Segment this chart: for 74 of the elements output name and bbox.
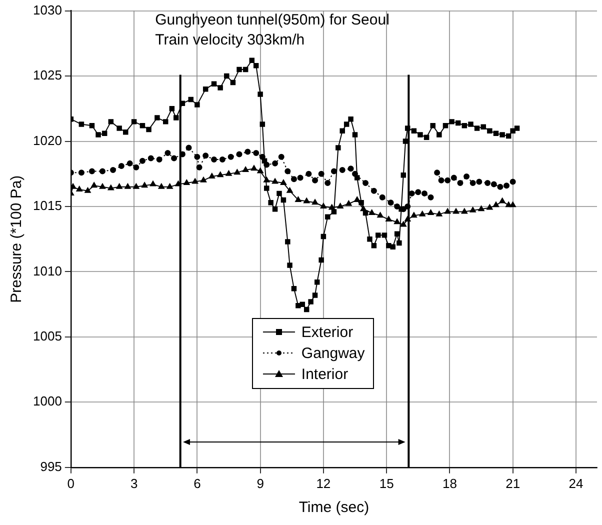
point [304, 198, 310, 204]
y-tick-label: 1010 [33, 263, 62, 278]
point [250, 165, 258, 171]
point [470, 206, 476, 212]
x-tick-label: 0 [67, 476, 75, 491]
point [452, 208, 460, 214]
legend-label: Interior [301, 366, 348, 383]
point [394, 218, 400, 224]
point [295, 196, 302, 202]
point [175, 180, 182, 186]
point [386, 216, 392, 222]
y-tick-label: 1020 [33, 132, 62, 148]
point [141, 182, 148, 188]
x-tick-label: 15 [379, 476, 394, 491]
x-tick-label: 21 [506, 476, 520, 491]
point [286, 187, 293, 193]
point [184, 180, 190, 186]
chart-title: Gunghyeon tunnel(950m) for Seoul [155, 11, 390, 28]
point [312, 199, 318, 205]
y-axis-title: Pressure (*100 Pa) [8, 175, 26, 303]
y-tick-label: 1030 [33, 2, 62, 18]
point [200, 176, 207, 182]
point [108, 184, 114, 190]
x-tick-label: 12 [316, 476, 331, 491]
y-tick-label: 1000 [33, 394, 62, 409]
point [242, 166, 249, 172]
point [436, 210, 442, 216]
y-tick-label: 1005 [33, 328, 62, 344]
point [192, 178, 198, 184]
point [368, 210, 375, 216]
point [428, 210, 434, 216]
x-tick-label: 6 [194, 476, 201, 491]
point [124, 183, 131, 189]
text: Train velocity 303km/h [155, 31, 305, 48]
point [133, 183, 140, 189]
point [444, 208, 451, 214]
point [410, 212, 418, 218]
point [150, 180, 156, 186]
point [272, 178, 278, 184]
point [419, 210, 426, 216]
point [257, 168, 264, 174]
point [234, 169, 240, 175]
legend-label: Gangway [301, 344, 365, 362]
point [84, 187, 91, 193]
x-tick-label: 9 [256, 476, 264, 491]
point [217, 172, 224, 178]
point [280, 180, 287, 186]
point [208, 172, 216, 178]
point [400, 221, 406, 227]
point [116, 183, 122, 189]
point [226, 170, 232, 176]
legend-label: Exterior [301, 324, 354, 341]
point [492, 202, 500, 208]
y-tick-label: 1015 [33, 198, 62, 214]
point [166, 183, 173, 189]
point [346, 200, 352, 206]
point [158, 183, 165, 189]
y-tick-label: 1025 [33, 68, 62, 83]
point [478, 206, 484, 212]
point [510, 202, 516, 208]
point [377, 212, 384, 218]
point [76, 186, 82, 192]
x-tick-label: 24 [568, 476, 584, 491]
x-axis-title: Time (sec) [298, 499, 370, 516]
y-tick-label: 995 [40, 458, 62, 474]
x-tick-label: 3 [130, 476, 138, 491]
point [486, 204, 493, 210]
point [90, 182, 98, 188]
point [337, 202, 344, 208]
point [461, 208, 468, 214]
point [499, 198, 506, 204]
x-tick-label: 18 [442, 476, 457, 491]
point [99, 183, 106, 189]
point [320, 202, 327, 208]
